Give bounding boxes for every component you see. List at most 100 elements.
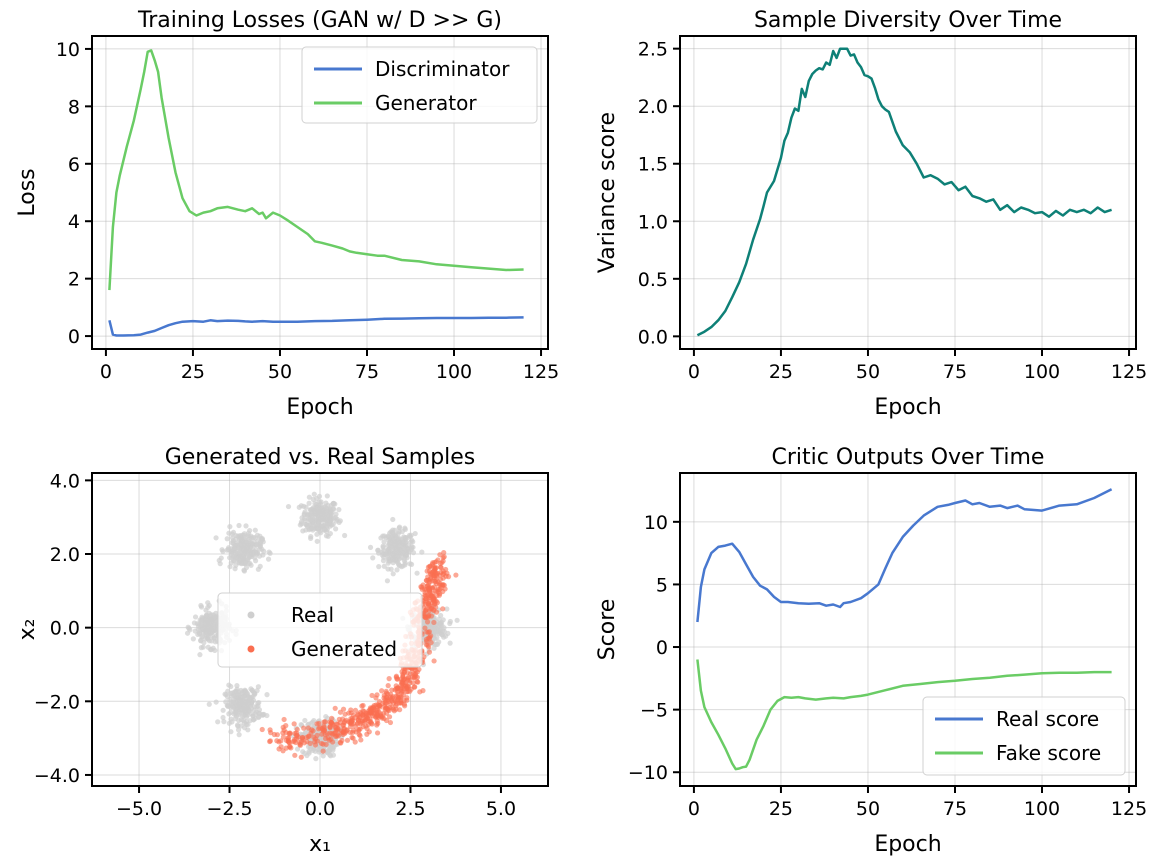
plot-area xyxy=(108,49,524,337)
real-sample-point xyxy=(196,631,203,637)
generated-sample-point xyxy=(440,568,446,574)
generated-sample-point xyxy=(441,554,447,560)
real-sample-point xyxy=(440,617,446,623)
axes-frame xyxy=(679,472,1137,787)
generated-sample-point xyxy=(327,724,333,730)
real-sample-point xyxy=(244,547,251,553)
generated-sample-point xyxy=(314,738,321,744)
real-sample-point xyxy=(296,504,302,510)
generated-sample-point xyxy=(418,584,424,590)
generated-sample-point xyxy=(328,736,334,742)
real-sample-point xyxy=(236,717,242,724)
real-sample-point xyxy=(306,494,312,500)
real-sample-point xyxy=(233,562,239,569)
real-sample-point xyxy=(396,536,402,542)
real-sample-point xyxy=(300,749,306,755)
real-sample-point xyxy=(381,533,387,539)
real-sample-point xyxy=(408,539,414,545)
x-tick-label: −5.0 xyxy=(116,798,162,820)
generated-sample-point xyxy=(352,707,359,713)
generated-sample-point xyxy=(426,644,432,650)
generated-sample-point xyxy=(341,726,348,732)
y-tick-label: 2.5 xyxy=(638,39,668,61)
legend-box xyxy=(922,696,1126,776)
real-sample-point xyxy=(320,523,326,529)
real-sample-point xyxy=(224,536,230,542)
generated-sample-point xyxy=(357,715,363,721)
generated-sample-point xyxy=(385,683,391,689)
real-sample-point xyxy=(228,709,234,715)
generated-sample-point xyxy=(441,550,447,556)
real-sample-point xyxy=(240,713,246,720)
real-sample-point xyxy=(301,503,307,509)
real-sample-point xyxy=(401,534,407,540)
generated-sample-point xyxy=(431,607,437,614)
generated-sample-point xyxy=(426,649,433,655)
generated-sample-point xyxy=(430,594,436,600)
real-sample-point xyxy=(213,535,219,541)
real-sample-point xyxy=(236,522,242,529)
real-sample-point xyxy=(227,564,233,570)
x-tick-label: 25 xyxy=(769,798,793,820)
generated-sample-point xyxy=(386,714,393,720)
real-sample-point xyxy=(201,617,207,623)
y-tick-label: 2.0 xyxy=(638,96,668,118)
generator-line xyxy=(108,49,524,291)
real-sample-point xyxy=(225,703,232,709)
y-tick-label: 2.0 xyxy=(50,544,80,566)
y-tick-label: 8 xyxy=(68,96,80,118)
real-sample-point xyxy=(410,544,416,550)
real-sample-point xyxy=(387,556,393,562)
real-sample-point xyxy=(229,540,235,546)
real-sample-point xyxy=(255,566,261,572)
legend: Discriminator Generator xyxy=(301,46,538,124)
real-sample-point xyxy=(384,550,391,556)
generated-sample-point xyxy=(274,738,280,744)
generated-sample-point xyxy=(365,712,371,718)
real-sample-point xyxy=(233,550,239,556)
real-sample-point xyxy=(244,543,250,549)
real-sample-point xyxy=(323,528,330,534)
real-sample-point xyxy=(407,561,413,567)
y-tick-label: 6 xyxy=(68,154,80,176)
chart-panel-1: 0 25 50 75 100 125 0 2 4 6 8 10 Training Losses (GAN… xyxy=(15,8,559,420)
real-sample-point xyxy=(231,546,237,552)
generated-sample-point xyxy=(432,569,438,575)
real-sample-point xyxy=(305,512,311,518)
real-sample-point xyxy=(241,531,247,537)
real-sample-point xyxy=(370,555,376,561)
chart-title: Training Losses (GAN w/ D >> G) xyxy=(137,8,502,33)
chart-panel-3: −5.0 −2.5 0.0 2.5 5.0 −4.0 −2.0 0.0 2.0 4.0 Genera… xyxy=(15,445,549,857)
generated-sample-point xyxy=(339,737,345,744)
generated-sample-point xyxy=(314,732,320,738)
generated-sample-point xyxy=(435,589,441,595)
real-sample-point xyxy=(212,615,219,621)
real-sample-point xyxy=(445,630,451,636)
generated-sample-point xyxy=(278,744,284,750)
generated-sample-point xyxy=(432,565,438,571)
generated-sample-point xyxy=(368,708,374,714)
generated-sample-point xyxy=(298,754,304,760)
legend-entry: Fake score xyxy=(996,741,1101,765)
chart-title: Generated vs. Real Samples xyxy=(165,445,476,470)
x-tick-label: 125 xyxy=(523,361,559,383)
real-sample-point xyxy=(330,752,337,758)
x-tick-label: 0 xyxy=(688,361,700,383)
real-sample-point xyxy=(206,701,212,707)
real-sample-point xyxy=(243,523,249,529)
legend-entry: Real xyxy=(291,603,334,627)
generated-sample-point xyxy=(401,701,407,707)
real-sample-point xyxy=(250,717,257,723)
x-tick-label: 75 xyxy=(943,798,967,820)
generated-sample-point xyxy=(431,658,437,664)
real-sample-point xyxy=(233,709,239,715)
real-sample-point xyxy=(227,524,233,530)
generated-sample-point xyxy=(321,723,327,729)
generated-sample-point xyxy=(425,613,432,619)
real-sample-point xyxy=(310,496,316,502)
real-sample-point xyxy=(205,644,211,650)
generated-sample-point xyxy=(350,735,356,741)
real-sample-point xyxy=(394,567,400,573)
generated-sample-point xyxy=(442,586,448,592)
generated-sample-point xyxy=(416,666,422,673)
